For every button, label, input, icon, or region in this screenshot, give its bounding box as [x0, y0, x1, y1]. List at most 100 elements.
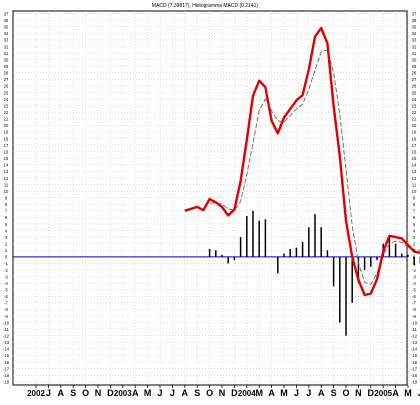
- x-tick-month: O: [342, 388, 349, 398]
- y-tick-label-right: 15: [412, 156, 417, 161]
- x-tick-month: A: [58, 388, 65, 398]
- x-tick-year: 2003: [114, 389, 132, 398]
- x-tick-month: J: [170, 388, 175, 398]
- y-tick-label-left: 8: [5, 202, 8, 207]
- y-tick-label-left: 36: [4, 18, 9, 23]
- y-tick-label-left: 14: [4, 163, 9, 168]
- y-tick-label-left: -14: [3, 347, 10, 352]
- y-tick-label-left: 6: [5, 215, 8, 220]
- chart-title: MACD (7.39817), Histogramma MACD (0.2141…: [152, 3, 258, 9]
- y-tick-label-left: -6: [4, 294, 8, 299]
- y-tick-label-left: 11: [4, 182, 9, 187]
- y-tick-label-left: 12: [4, 176, 9, 181]
- y-tick-label-left: 29: [4, 64, 9, 69]
- y-tick-label-left: 27: [4, 77, 9, 82]
- y-tick-label-left: 3: [5, 235, 8, 240]
- y-tick-label-right: 19: [412, 130, 417, 135]
- x-tick-month: A: [392, 388, 399, 398]
- y-tick-label-left: 1: [5, 248, 8, 253]
- y-tick-label-right: -2: [412, 268, 416, 273]
- y-tick-label-right: 16: [412, 149, 417, 154]
- x-tick-month: N: [219, 388, 226, 398]
- y-tick-label-left: 2: [5, 241, 8, 246]
- y-tick-label-right: 25: [412, 90, 417, 95]
- y-tick-label-right: 23: [412, 103, 417, 108]
- y-tick-label-right: -1: [412, 261, 416, 266]
- x-tick-month: D: [107, 388, 114, 398]
- y-tick-label-left: -17: [3, 366, 10, 371]
- x-tick-month: S: [70, 388, 76, 398]
- x-tick-month: N: [355, 388, 362, 398]
- y-tick-label-right: 18: [412, 136, 417, 141]
- y-axis-right: 3736353433323130292827262524232221201918…: [411, 11, 418, 384]
- y-tick-label-left: 35: [4, 25, 9, 30]
- y-tick-label-right: -10: [411, 320, 418, 325]
- x-tick-year: 2005: [374, 389, 392, 398]
- y-tick-label-right: -11: [411, 327, 417, 332]
- y-tick-label-right: 11: [412, 182, 417, 187]
- y-tick-label-left: -7: [4, 301, 8, 306]
- y-tick-label-right: -14: [411, 347, 418, 352]
- y-tick-label-left: 18: [4, 136, 9, 141]
- y-tick-label-right: 10: [412, 189, 417, 194]
- y-tick-label-left: 16: [4, 149, 9, 154]
- series-lines: [184, 26, 420, 297]
- y-tick-label-right: 13: [412, 169, 417, 174]
- x-tick-month: J: [46, 388, 51, 398]
- y-tick-label-right: 4: [413, 228, 416, 233]
- y-tick-label-left: 19: [4, 130, 9, 135]
- y-tick-label-left: 24: [4, 97, 9, 102]
- y-tick-label-left: 13: [4, 169, 9, 174]
- y-tick-label-left: -1: [4, 261, 8, 266]
- y-tick-label-left: 23: [4, 103, 9, 108]
- y-tick-label-left: -19: [3, 380, 10, 385]
- y-tick-label-left: -15: [3, 353, 10, 358]
- x-tick-month: A: [268, 388, 275, 398]
- y-tick-label-left: 15: [4, 156, 9, 161]
- y-tick-label-left: 37: [4, 11, 9, 16]
- grid: [13, 11, 409, 385]
- y-tick-label-right: 32: [412, 44, 417, 49]
- y-tick-label-right: 33: [412, 38, 417, 43]
- y-tick-label-right: -9: [412, 314, 416, 319]
- y-tick-label-left: -12: [3, 334, 10, 339]
- macd-line: [184, 26, 420, 297]
- y-tick-label-right: 0: [413, 255, 416, 260]
- y-tick-label-right: 26: [412, 84, 417, 89]
- y-tick-label-left: 25: [4, 90, 9, 95]
- y-tick-label-left: 5: [5, 222, 8, 227]
- y-tick-label-left: 34: [4, 31, 9, 36]
- y-tick-label-right: 37: [412, 11, 417, 16]
- y-tick-label-left: 28: [4, 71, 9, 76]
- y-tick-label-right: 7: [413, 209, 416, 214]
- x-tick-month: N: [95, 388, 102, 398]
- y-tick-label-left: -9: [4, 314, 8, 319]
- y-tick-label-right: -18: [411, 373, 418, 378]
- y-tick-label-right: 30: [412, 57, 417, 62]
- y-tick-label-right: -15: [411, 353, 418, 358]
- y-tick-label-left: -3: [4, 274, 8, 279]
- y-tick-label-right: 3: [413, 235, 416, 240]
- y-tick-label-left: 22: [4, 110, 9, 115]
- x-axis: 2002 J A S O N D 2003 A M J J A S O N D 2004 M A M J J A S O N D 200…: [27, 385, 420, 398]
- y-tick-label-left: 9: [5, 195, 8, 200]
- y-tick-label-right: -4: [412, 281, 416, 286]
- x-tick-month: A: [132, 388, 139, 398]
- y-tick-label-left: -13: [3, 340, 10, 345]
- x-tick-month: S: [331, 388, 337, 398]
- y-tick-label-left: -16: [3, 360, 10, 365]
- y-tick-label-right: 31: [412, 51, 417, 56]
- y-tick-label-right: 22: [412, 110, 417, 115]
- x-tick-month: J: [306, 388, 311, 398]
- y-tick-label-left: -18: [3, 373, 10, 378]
- x-tick-month: M: [404, 388, 412, 398]
- y-tick-label-right: 21: [412, 117, 417, 122]
- y-tick-label-left: -5: [4, 287, 8, 292]
- y-tick-label-left: 30: [4, 57, 9, 62]
- y-tick-label-left: 0: [5, 255, 8, 260]
- y-tick-label-right: -3: [412, 274, 416, 279]
- y-tick-label-left: -8: [4, 307, 8, 312]
- y-tick-label-right: 8: [413, 202, 416, 207]
- y-tick-label-right: 14: [412, 163, 417, 168]
